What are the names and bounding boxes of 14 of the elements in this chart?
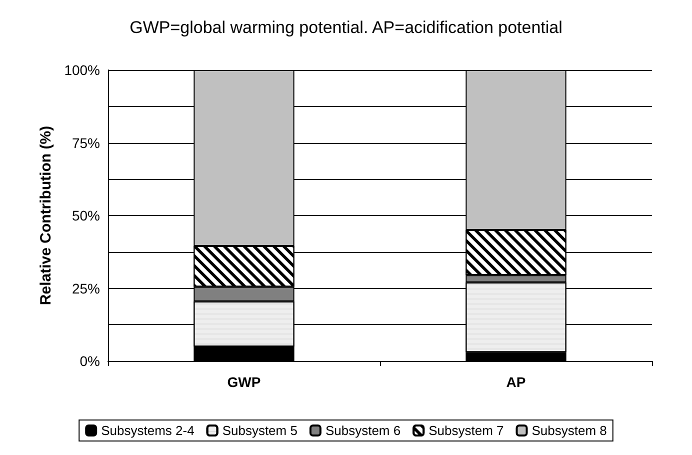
- y-tick-label: 25%: [72, 280, 100, 296]
- chart-title: GWP=global warming potential. AP=acidification potential: [130, 18, 562, 37]
- legend-label: Subsystem 6: [325, 423, 401, 438]
- y-tick-label: 75%: [72, 134, 100, 151]
- y-tick-label: 0%: [80, 353, 100, 369]
- x-tick-label: GWP: [227, 374, 261, 390]
- legend-label: Subsystem 5: [222, 423, 298, 438]
- y-axis-title: Relative Contribution (%): [37, 126, 54, 306]
- y-tick-label: 100%: [64, 62, 100, 78]
- legend-label: Subsystem 7: [428, 423, 504, 438]
- y-tick-label: 50%: [72, 208, 100, 224]
- legend-label: Subsystem 8: [532, 423, 607, 438]
- x-tick-label: AP: [506, 374, 526, 390]
- legend-label: Subsystems 2-4: [101, 423, 194, 438]
